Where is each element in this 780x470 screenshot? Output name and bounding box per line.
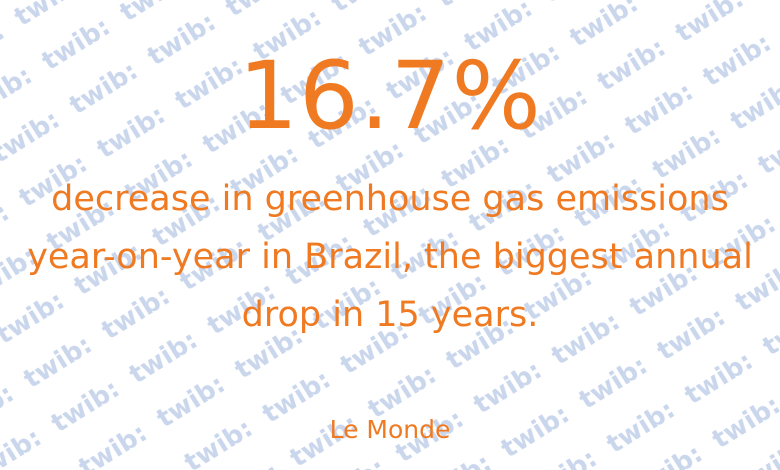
source-credit: Le Monde [329, 415, 451, 444]
stat-description: decrease in greenhouse gas emissions yea… [27, 179, 753, 335]
stat-value: 16.7% [238, 42, 542, 151]
